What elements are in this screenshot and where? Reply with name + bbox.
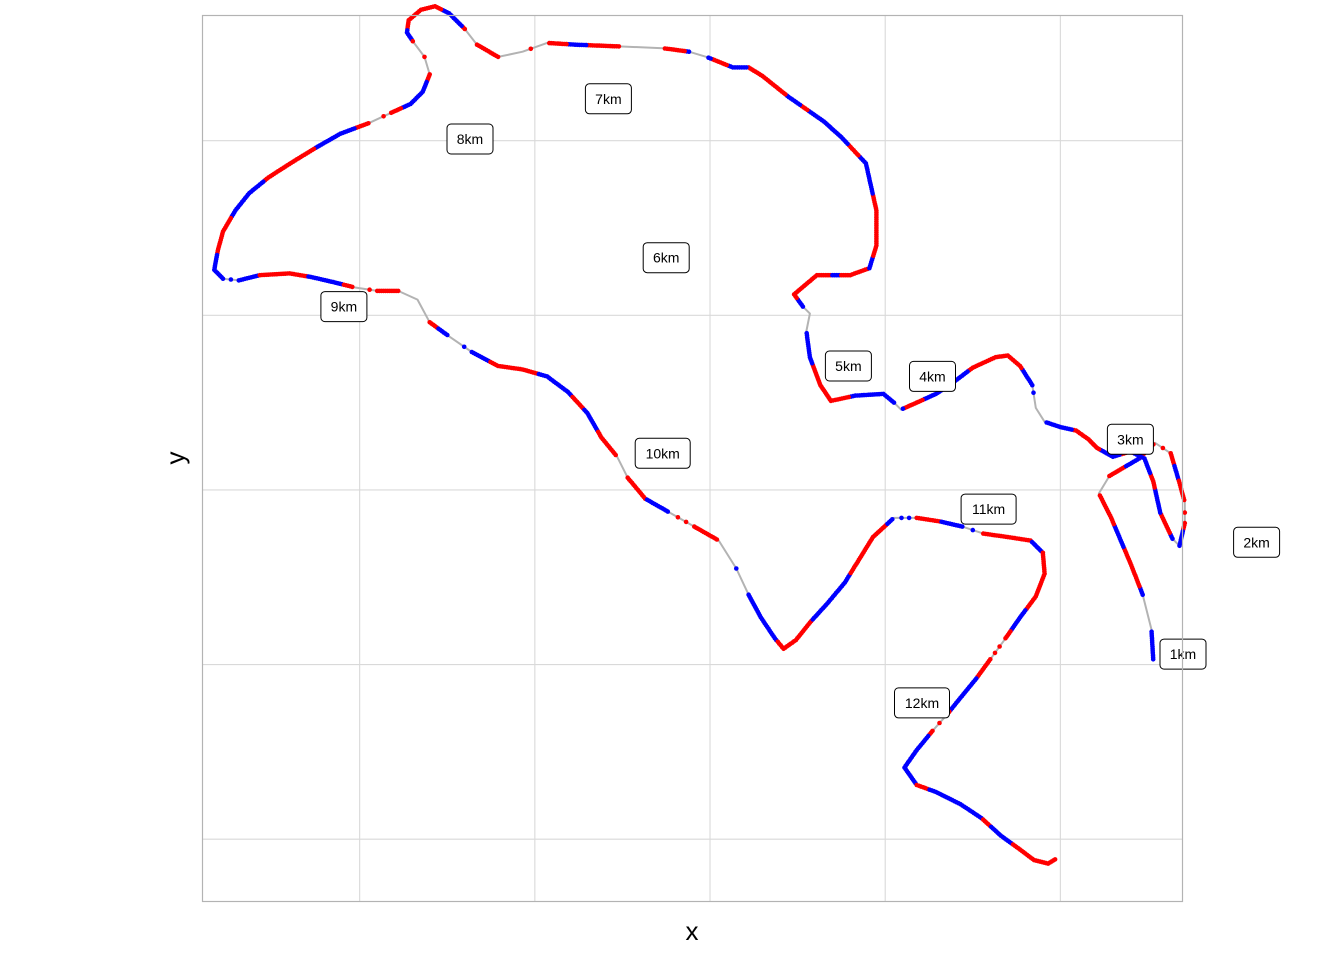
km-label-box-6 (584, 83, 632, 115)
route-point-777 (220, 276, 226, 282)
route-point-89 (1160, 445, 1166, 451)
km-label-text-5: 6km (653, 250, 679, 266)
km-label-box-10 (960, 493, 1017, 525)
route-point-216 (1031, 390, 1036, 396)
route-point-833 (350, 284, 355, 290)
route-point-983 (714, 537, 720, 542)
panel-border (201, 14, 1184, 903)
route-point-583 (528, 46, 534, 52)
route-point-668 (381, 114, 386, 119)
km-label-box-3 (909, 360, 956, 392)
route-point-856 (445, 332, 450, 338)
km-label-box-5 (642, 242, 690, 274)
km-label-box-9 (634, 437, 691, 469)
km-label-box-4 (824, 350, 872, 382)
route-point-639 (422, 54, 427, 60)
route-point-845 (395, 288, 401, 294)
km-label-3km: 3km (1106, 423, 1154, 455)
km-label-5km: 5km (824, 350, 872, 382)
km-label-10km: 10km (634, 437, 691, 469)
route-point-1116 (970, 527, 976, 533)
route-point-215 (1044, 420, 1049, 425)
route-point-113 (1182, 510, 1188, 515)
route-point-667 (388, 110, 394, 116)
km-label-box-7 (446, 123, 494, 155)
km-label-box-11 (894, 687, 950, 719)
route-point-289 (900, 406, 906, 412)
km-label-box-8 (320, 291, 368, 323)
route-point-1191 (1003, 636, 1008, 641)
route-point-778 (228, 277, 234, 282)
km-label-text-1: 2km (1243, 534, 1269, 550)
km-label-text-3: 4km (919, 368, 945, 384)
route-point-970 (683, 519, 689, 525)
km-label-text-10: 11km (972, 501, 1005, 517)
route-point-1332 (1052, 857, 1058, 862)
km-label-box-1 (1233, 526, 1281, 558)
route-point-125 (1177, 543, 1182, 549)
route-point-968 (665, 509, 671, 514)
km-label-text-11: 12km (905, 695, 939, 711)
km-label-6km: 6km (642, 242, 690, 274)
route-point-1193 (992, 650, 998, 656)
km-label-text-6: 7km (595, 91, 621, 107)
route-point-537 (706, 55, 711, 60)
km-label-text-7: 8km (457, 131, 483, 147)
y-axis-title: y (160, 452, 190, 465)
route-point-943 (613, 452, 618, 458)
km-label-12km: 12km (894, 687, 950, 719)
route-point-1226 (937, 720, 942, 726)
route-point-582 (547, 40, 552, 46)
route-point-1115 (960, 524, 965, 529)
km-label-text-8: 9km (331, 299, 357, 315)
km-label-7km: 7km (584, 83, 632, 115)
km-label-8km: 8km (446, 123, 494, 155)
km-label-2km: 2km (1233, 526, 1281, 558)
route-point-13 (1149, 629, 1154, 634)
km-label-11km: 11km (960, 493, 1017, 525)
route-point-595 (474, 42, 480, 47)
route-point-834 (367, 287, 372, 293)
route-point-62 (1097, 493, 1103, 498)
km-label-9km: 9km (320, 291, 368, 323)
route-point-1192 (997, 644, 1002, 649)
km-label-box-2 (1106, 423, 1154, 455)
grid-lines (202, 15, 1183, 902)
route-point-1093 (906, 515, 912, 521)
km-label-text-9: 10km (646, 445, 680, 461)
km-label-4km: 4km (909, 360, 956, 392)
route-point-1092 (899, 515, 904, 521)
km-label-text-4: 5km (835, 358, 861, 374)
route-point-549 (662, 46, 668, 51)
x-axis-title: x (686, 916, 699, 946)
route-point-857 (461, 344, 467, 350)
route-point-638 (410, 38, 416, 44)
route-point-984 (734, 566, 739, 571)
route-point-1091 (890, 517, 895, 522)
km-label-text-2: 3km (1117, 431, 1143, 447)
route-point-354 (804, 330, 809, 336)
route-point-969 (675, 515, 681, 520)
